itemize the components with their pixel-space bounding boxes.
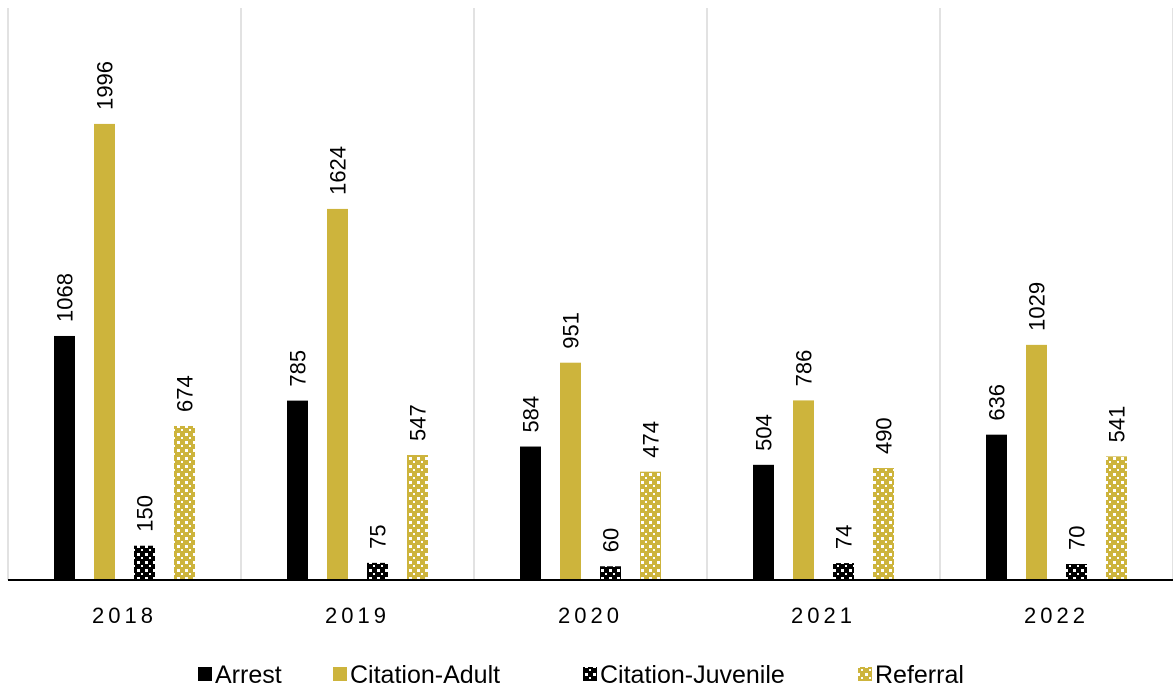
bar-citation-adult-2019 (327, 208, 348, 580)
bar-citation-juvenile-2019 (367, 562, 388, 580)
bar-citation-adult-2022 (1026, 344, 1047, 580)
data-label: 490 (872, 417, 897, 454)
legend-swatch-citation-juvenile (583, 667, 597, 681)
bar-arrest-2022 (986, 434, 1007, 580)
bar-citation-adult-2018 (94, 123, 115, 580)
x-tick-label: 2021 (791, 603, 856, 628)
x-tick-label: 2019 (325, 603, 390, 628)
bar-referral-2019 (407, 455, 428, 580)
bar-citation-juvenile-2022 (1066, 564, 1087, 580)
data-label: 474 (639, 421, 664, 458)
data-label: 75 (366, 524, 391, 548)
data-label: 1029 (1025, 282, 1050, 331)
x-tick-label: 2018 (92, 603, 157, 628)
x-tick-label: 2020 (558, 603, 623, 628)
bar-citation-adult-2021 (793, 400, 814, 580)
x-tick-label: 2022 (1024, 603, 1089, 628)
data-label: 541 (1105, 406, 1130, 443)
legend: Arrest Citation-Adult Citation-Juvenile Ref… (198, 661, 964, 689)
legend-label-arrest: Arrest (215, 661, 282, 689)
bar-citation-juvenile-2018 (134, 545, 155, 580)
bar-referral-2022 (1106, 456, 1127, 580)
x-axis: 2018 2019 2020 2021 2022 (8, 579, 1173, 628)
data-label: 785 (286, 350, 311, 387)
bar-arrest-2020 (520, 446, 541, 580)
legend-label-citation-adult: Citation-Adult (350, 661, 500, 689)
data-labels-group: 1068 1996 150 674 785 1624 75 547 584 951 60 474 504… (53, 61, 1130, 552)
legend-swatch-referral (858, 667, 872, 681)
data-label: 636 (985, 384, 1010, 421)
legend-label-citation-juvenile: Citation-Juvenile (600, 661, 785, 689)
bar-referral-2018 (174, 425, 195, 580)
data-label: 70 (1065, 526, 1090, 550)
bar-arrest-2019 (287, 400, 308, 580)
data-label: 74 (832, 525, 857, 549)
data-label: 1068 (53, 273, 78, 322)
data-label: 150 (133, 495, 158, 532)
bar-referral-2020 (640, 471, 661, 580)
bar-citation-adult-2020 (560, 362, 581, 580)
bar-referral-2021 (873, 468, 894, 580)
data-label: 674 (173, 375, 198, 412)
bar-citation-juvenile-2020 (600, 566, 621, 580)
data-label: 547 (406, 404, 431, 441)
data-label: 786 (792, 350, 817, 387)
gridlines (7, 8, 1173, 580)
data-label: 1996 (93, 61, 118, 110)
bars-group (54, 123, 1127, 580)
legend-swatch-citation-adult (333, 667, 347, 681)
legend-swatch-arrest (198, 667, 212, 681)
data-label: 504 (752, 414, 777, 451)
bar-citation-juvenile-2021 (833, 563, 854, 580)
data-label: 584 (519, 396, 544, 433)
data-label: 60 (599, 528, 624, 552)
legend-label-referral: Referral (875, 661, 964, 689)
bar-arrest-2018 (54, 335, 75, 580)
data-label: 1624 (326, 146, 351, 195)
data-label: 951 (559, 312, 584, 349)
bar-arrest-2021 (753, 464, 774, 580)
